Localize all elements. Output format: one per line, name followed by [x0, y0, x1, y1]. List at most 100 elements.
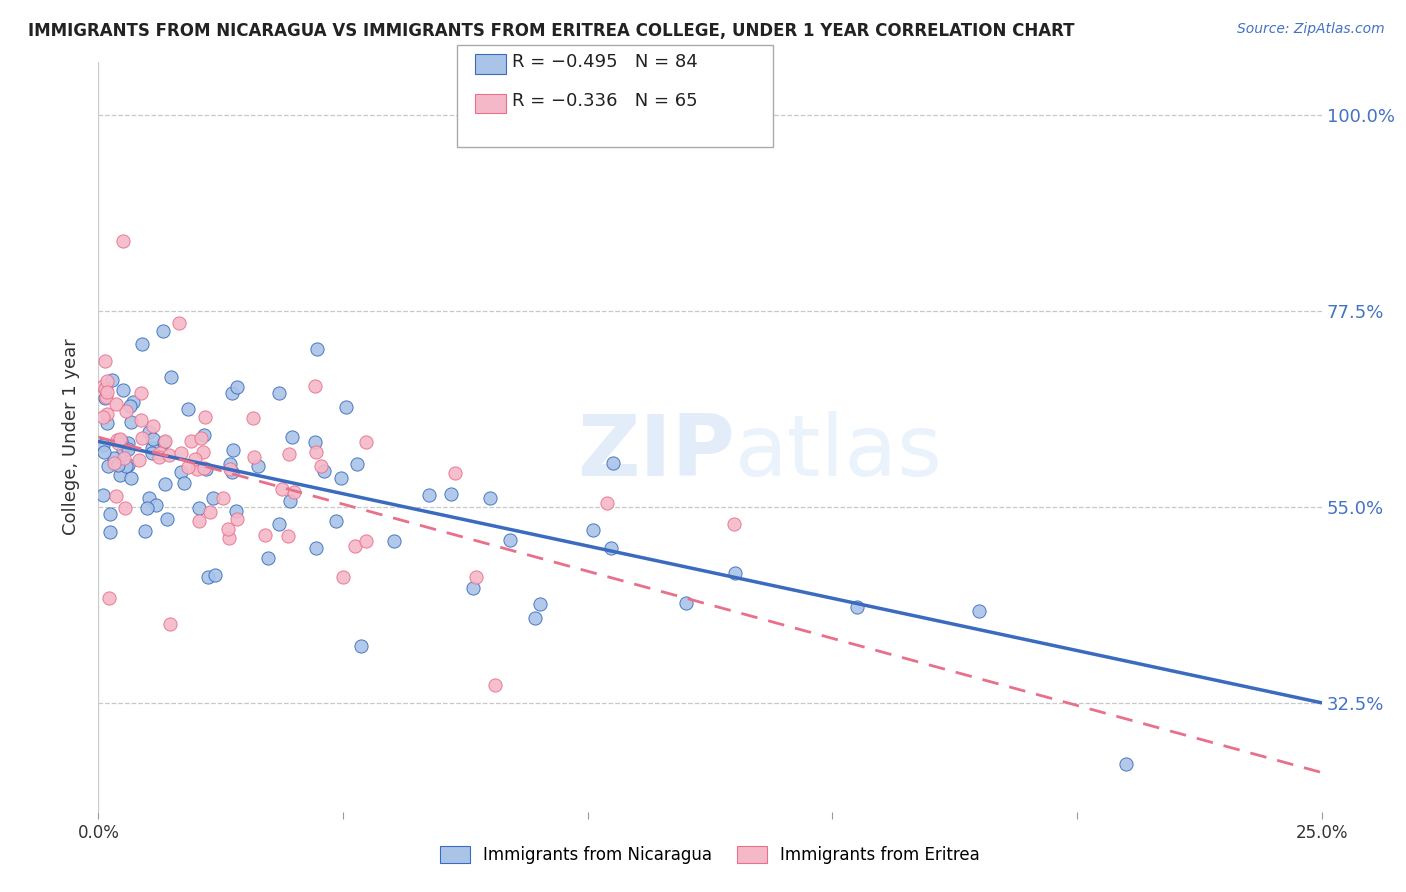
Point — [170, 446, 193, 460]
Point — [134, 524, 156, 538]
Text: R = −0.336   N = 65: R = −0.336 N = 65 — [512, 92, 697, 110]
Point — [98, 507, 121, 521]
Point — [94, 381, 117, 395]
Point — [115, 458, 138, 473]
Point — [307, 342, 329, 356]
Point — [105, 489, 128, 503]
Point — [267, 517, 290, 532]
Point — [523, 610, 546, 624]
Point — [159, 370, 181, 384]
Text: R = −0.495   N = 84: R = −0.495 N = 84 — [512, 53, 697, 70]
Point — [93, 444, 115, 458]
Point — [157, 448, 180, 462]
Point — [103, 456, 125, 470]
Point — [354, 434, 377, 449]
Point — [117, 435, 139, 450]
Point — [723, 566, 745, 581]
Point — [600, 541, 623, 555]
Point — [122, 395, 145, 409]
Point — [120, 471, 142, 485]
Point — [967, 604, 990, 618]
Point — [723, 517, 745, 532]
Point — [269, 386, 291, 401]
Point — [184, 452, 207, 467]
Point — [225, 512, 247, 526]
Text: atlas: atlas — [734, 410, 942, 493]
Point — [114, 501, 136, 516]
Point — [98, 524, 121, 539]
Point — [97, 458, 120, 473]
Point — [346, 457, 368, 471]
Point — [283, 484, 305, 499]
Point — [96, 384, 118, 399]
Point — [149, 446, 172, 460]
Point — [117, 458, 139, 472]
Point — [280, 430, 302, 444]
Point — [131, 431, 153, 445]
Point — [111, 234, 134, 248]
Point — [219, 461, 242, 475]
Point — [112, 450, 135, 465]
Point — [152, 435, 174, 450]
Point — [145, 498, 167, 512]
Point — [152, 324, 174, 338]
Point — [478, 491, 501, 505]
Point — [155, 477, 177, 491]
Point — [314, 464, 336, 478]
Point — [129, 413, 152, 427]
Point — [596, 496, 619, 510]
Point — [153, 434, 176, 448]
Point — [304, 379, 326, 393]
Point — [193, 428, 215, 442]
Point — [97, 591, 120, 606]
Point — [193, 460, 215, 475]
Point — [177, 401, 200, 416]
Point — [332, 570, 354, 584]
Point — [222, 442, 245, 457]
Point — [128, 453, 150, 467]
Point — [675, 596, 697, 610]
Point — [177, 460, 200, 475]
Point — [499, 533, 522, 548]
Point — [461, 581, 484, 595]
Point — [193, 445, 215, 459]
Point — [170, 465, 193, 479]
Point — [602, 456, 624, 470]
Point — [198, 505, 221, 519]
Point — [211, 491, 233, 506]
Point — [225, 503, 247, 517]
Point — [335, 400, 357, 414]
Point — [344, 539, 367, 553]
Point — [91, 437, 114, 451]
Point — [141, 445, 163, 459]
Point — [120, 399, 142, 413]
Point — [94, 391, 117, 405]
Point — [325, 514, 347, 528]
Point — [96, 416, 118, 430]
Point — [202, 491, 225, 505]
Point — [304, 541, 326, 555]
Point — [110, 434, 132, 448]
Point — [194, 410, 217, 425]
Point — [217, 522, 239, 536]
Point — [91, 410, 114, 425]
Point — [156, 512, 179, 526]
Point — [1115, 756, 1137, 771]
Point — [197, 570, 219, 584]
Point — [103, 450, 125, 465]
Point — [173, 476, 195, 491]
Point — [218, 531, 240, 545]
Point — [484, 678, 506, 692]
Point — [219, 457, 242, 471]
Point — [91, 487, 114, 501]
Point — [278, 493, 301, 508]
Text: IMMIGRANTS FROM NICARAGUA VS IMMIGRANTS FROM ERITREA COLLEGE, UNDER 1 YEAR CORRE: IMMIGRANTS FROM NICARAGUA VS IMMIGRANTS … — [28, 22, 1074, 40]
Point — [309, 459, 332, 474]
Point — [221, 386, 243, 401]
Point — [94, 354, 117, 368]
Point — [350, 639, 373, 653]
Point — [138, 425, 160, 439]
Point — [330, 471, 353, 485]
Point — [242, 450, 264, 464]
Point — [142, 432, 165, 446]
